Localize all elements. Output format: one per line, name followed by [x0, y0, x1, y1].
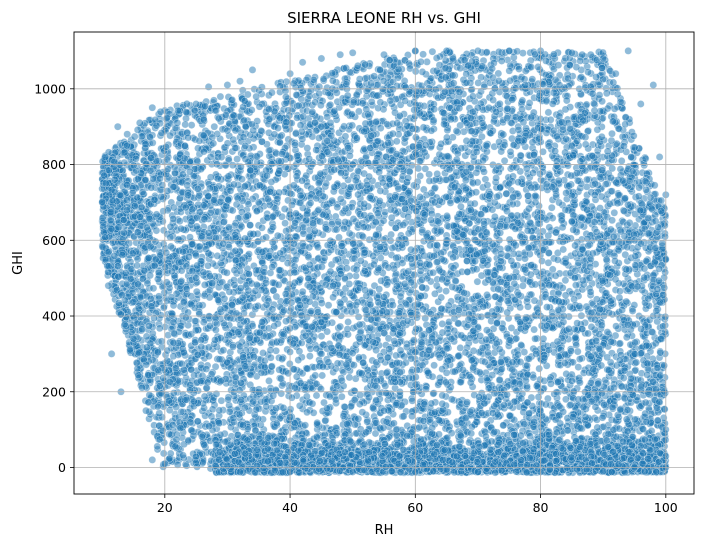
data-point: [298, 135, 307, 143]
data-point: [366, 324, 375, 332]
data-point: [183, 100, 191, 108]
data-point: [545, 171, 554, 180]
data-point: [409, 336, 418, 345]
data-point: [497, 57, 506, 65]
data-point: [414, 164, 423, 173]
data-point: [298, 287, 307, 296]
data-point: [461, 216, 470, 225]
data-point: [387, 213, 396, 222]
data-point: [495, 48, 503, 56]
data-point: [344, 318, 352, 326]
data-point: [303, 408, 311, 417]
data-point: [427, 399, 436, 408]
data-point: [231, 144, 240, 152]
data-point: [497, 147, 506, 156]
data-point: [435, 150, 444, 159]
data-point: [281, 219, 289, 228]
data-point: [181, 120, 190, 129]
data-point: [225, 407, 234, 416]
data-point: [214, 114, 223, 123]
data-point: [405, 374, 414, 382]
data-point: [593, 125, 602, 134]
data-point: [499, 130, 508, 139]
data-point: [288, 393, 296, 402]
data-point: [442, 287, 450, 295]
data-point: [354, 313, 363, 321]
data-point: [306, 352, 314, 360]
data-point: [210, 122, 219, 131]
data-point: [338, 376, 346, 385]
data-point: [469, 346, 478, 355]
data-point: [438, 391, 447, 400]
scatter-points: [98, 47, 670, 477]
data-point: [187, 121, 196, 129]
data-point: [219, 346, 228, 355]
data-point: [600, 400, 608, 409]
data-point: [622, 333, 631, 342]
data-point: [512, 334, 521, 343]
data-point: [480, 82, 489, 91]
data-point: [610, 208, 619, 217]
data-point: [305, 260, 314, 269]
data-point: [553, 255, 562, 264]
data-point: [616, 287, 624, 296]
data-point: [590, 191, 599, 199]
data-point: [341, 132, 350, 141]
data-point: [389, 301, 397, 309]
data-point: [364, 371, 373, 380]
data-point: [130, 132, 139, 141]
data-point: [342, 64, 350, 72]
data-point: [153, 442, 162, 451]
data-point: [175, 217, 184, 226]
data-point: [337, 169, 345, 177]
data-point: [584, 68, 592, 76]
data-point: [437, 293, 446, 302]
data-point: [437, 304, 446, 313]
data-point: [499, 421, 508, 430]
data-point: [278, 355, 286, 363]
data-point: [507, 324, 516, 332]
data-point: [545, 223, 554, 232]
data-point: [544, 108, 553, 117]
data-point: [208, 405, 217, 414]
data-point: [352, 272, 360, 280]
data-point: [305, 92, 314, 100]
data-point: [656, 348, 665, 357]
data-point: [295, 347, 304, 356]
data-point: [404, 212, 412, 221]
data-point: [602, 89, 611, 98]
data-point: [564, 161, 572, 170]
data-point: [428, 47, 437, 56]
data-point: [489, 96, 497, 104]
data-point: [520, 420, 529, 428]
data-point: [546, 115, 555, 124]
data-point: [146, 166, 155, 175]
data-point: [592, 337, 601, 345]
data-point: [554, 61, 563, 69]
data-point: [584, 329, 592, 338]
data-point: [467, 86, 476, 94]
data-point: [392, 137, 401, 146]
data-point: [147, 183, 156, 192]
data-point: [345, 373, 354, 382]
data-point: [560, 387, 569, 395]
data-point: [631, 338, 639, 347]
data-point: [450, 326, 459, 335]
data-point: [562, 96, 571, 105]
data-point: [324, 301, 333, 310]
data-point: [558, 223, 567, 232]
data-point: [435, 266, 444, 275]
data-point: [500, 156, 509, 165]
data-point: [315, 89, 323, 98]
data-point: [419, 50, 427, 59]
